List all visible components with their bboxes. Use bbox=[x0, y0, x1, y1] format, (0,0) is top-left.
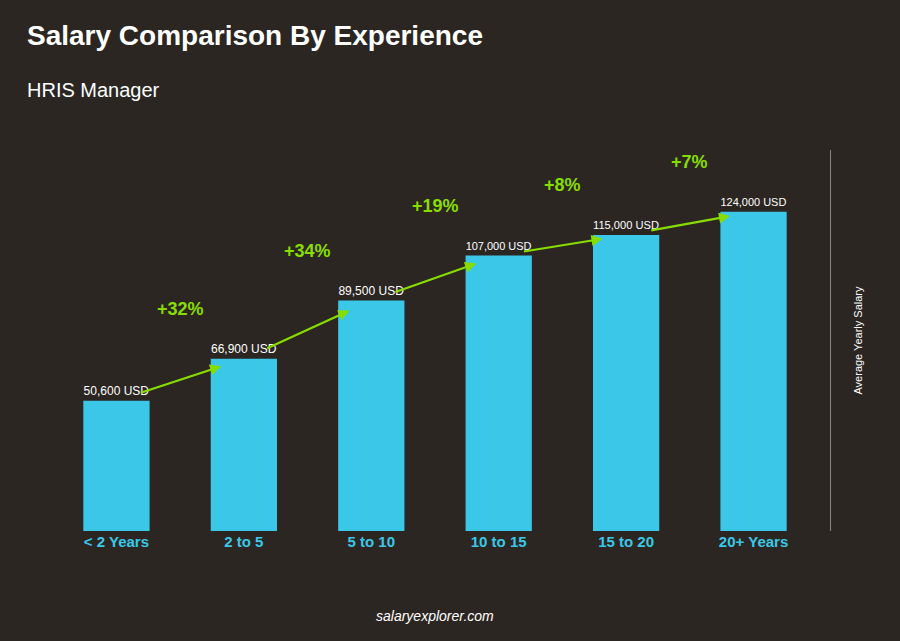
svg-text:+34%: +34% bbox=[284, 241, 331, 261]
svg-text:+32%: +32% bbox=[157, 299, 204, 319]
svg-text:HRIS Manager: HRIS Manager bbox=[27, 79, 160, 101]
svg-text:115,000 USD: 115,000 USD bbox=[593, 219, 659, 231]
svg-text:< 2 Years: < 2 Years bbox=[84, 533, 149, 550]
svg-text:+8%: +8% bbox=[544, 175, 581, 195]
svg-text:Average Yearly Salary: Average Yearly Salary bbox=[852, 286, 864, 395]
svg-text:10 to 15: 10 to 15 bbox=[471, 533, 527, 550]
svg-text:salaryexplorer.com: salaryexplorer.com bbox=[376, 608, 494, 624]
svg-text:124,000 USD: 124,000 USD bbox=[720, 196, 786, 208]
svg-text:66,900 USD: 66,900 USD bbox=[211, 342, 277, 356]
svg-text:+19%: +19% bbox=[412, 196, 459, 216]
svg-text:Salary Comparison By Experienc: Salary Comparison By Experience bbox=[27, 20, 483, 51]
svg-text:+7%: +7% bbox=[671, 152, 708, 172]
svg-text:20+ Years: 20+ Years bbox=[719, 533, 788, 550]
svg-text:50,600 USD: 50,600 USD bbox=[84, 384, 150, 398]
svg-text:2 to 5: 2 to 5 bbox=[224, 533, 263, 550]
svg-text:107,000 USD: 107,000 USD bbox=[466, 240, 532, 252]
svg-text:89,500 USD: 89,500 USD bbox=[338, 284, 404, 298]
svg-text:15 to 20: 15 to 20 bbox=[598, 533, 654, 550]
svg-text:5 to 10: 5 to 10 bbox=[348, 533, 396, 550]
